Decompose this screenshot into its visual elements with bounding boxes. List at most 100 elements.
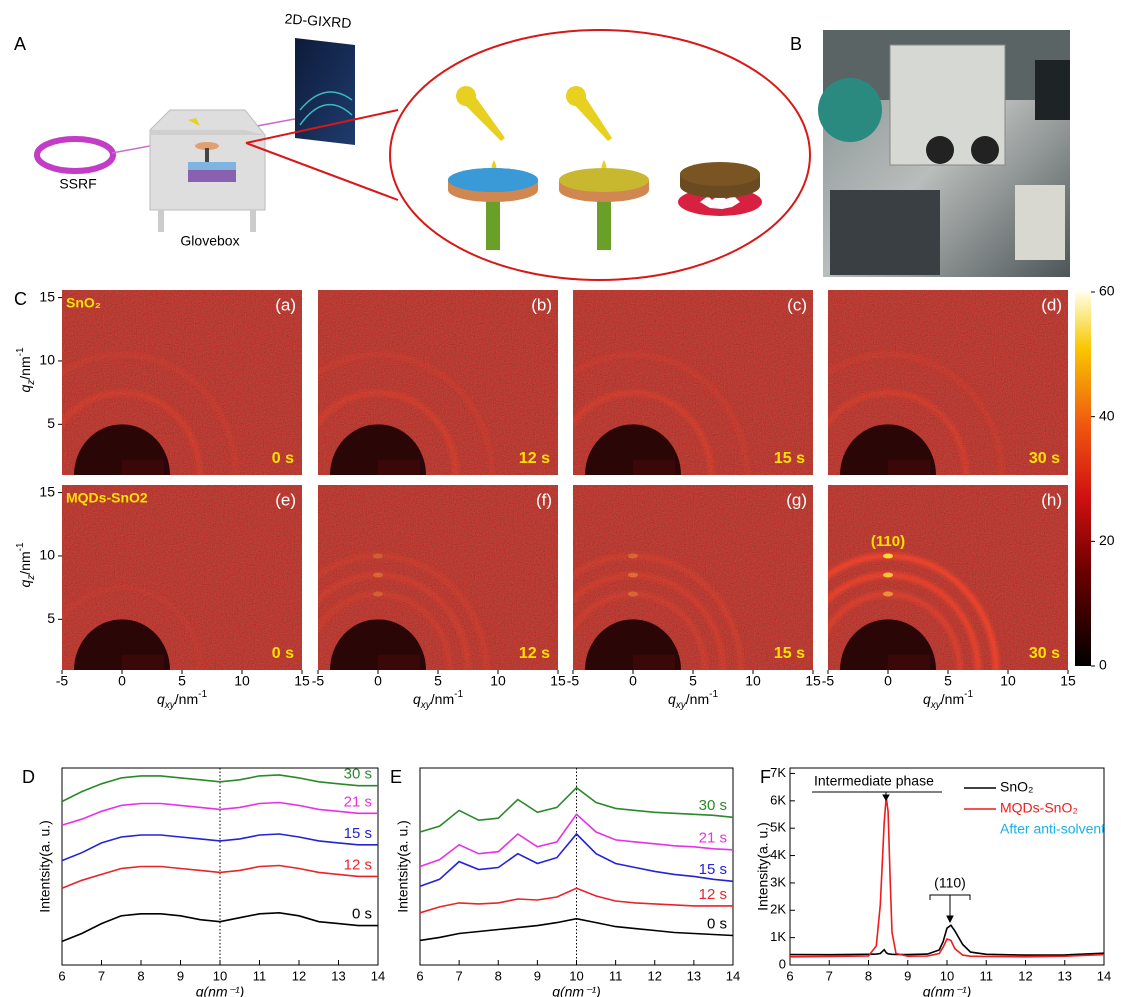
- panel-label: D: [22, 767, 35, 787]
- sample-label: MQDs-SnO2: [66, 490, 148, 506]
- axis-unit: /nm: [941, 691, 964, 707]
- x-tick-label: 9: [904, 968, 911, 983]
- panel-label: C: [14, 289, 27, 309]
- time-label: 0 s: [272, 645, 294, 662]
- page: A SSRF 2D-GIXRD Glovebox B C (a)0 s(b)12…: [0, 0, 1121, 997]
- x-tick-label: 13: [1058, 968, 1072, 983]
- x-tick-label: 5: [689, 673, 697, 689]
- axis-symbol: q: [157, 691, 165, 707]
- x-tick-label: 10: [745, 673, 761, 689]
- panel-index: (b): [531, 295, 552, 314]
- detector: [295, 38, 355, 145]
- panel-label: B: [790, 34, 802, 54]
- stage: [188, 170, 236, 182]
- photo: B: [790, 30, 1070, 277]
- axis-symbol: q: [17, 385, 33, 393]
- pipette-bulb: [456, 86, 476, 106]
- x-tick-label: 12: [648, 968, 662, 983]
- time-label: 12 s: [519, 450, 550, 467]
- annotation-arrow: [883, 792, 889, 800]
- x-tick-label: 0: [884, 673, 892, 689]
- x-tick-label: -5: [567, 673, 580, 689]
- axis-symbol: q: [923, 691, 931, 707]
- axis-label: qxy/nm-1: [157, 689, 207, 711]
- x-tick-label: 10: [213, 968, 227, 983]
- x-axis-label: q(nm⁻¹): [923, 984, 972, 997]
- peak-label: (110): [871, 533, 905, 550]
- panel-index: (d): [1041, 295, 1062, 314]
- glovebox-label: Glovebox: [180, 233, 239, 249]
- x-tick-label: 10: [490, 673, 506, 689]
- axis-superscript: -1: [15, 542, 26, 551]
- axis-label: qxy/nm-1: [923, 689, 973, 711]
- time-label: 0 s: [272, 450, 294, 467]
- colorbar-label: 40: [1099, 407, 1115, 423]
- x-tick-label: 0: [374, 673, 382, 689]
- y-tick-label: 2K: [770, 902, 786, 917]
- leg: [158, 210, 164, 232]
- time-label: 15 s: [774, 645, 805, 662]
- x-tick-label: 5: [944, 673, 952, 689]
- x-tick-label: 9: [534, 968, 541, 983]
- y-tick-label: 5: [47, 610, 55, 626]
- axis-label: qxy/nm-1: [413, 689, 463, 711]
- x-tick-label: 10: [569, 968, 583, 983]
- y-tick-label: 10: [39, 547, 55, 563]
- y-tick-label: 3K: [770, 874, 786, 889]
- series-label: 15 s: [344, 825, 372, 842]
- photo-detail: [818, 78, 882, 142]
- x-tick-label: 12: [1018, 968, 1032, 983]
- series-label: 12 s: [344, 856, 372, 873]
- x-tick-label: 11: [253, 968, 267, 983]
- x-tick-label: 11: [609, 968, 623, 983]
- schematic: A SSRF 2D-GIXRD Glovebox: [14, 10, 810, 280]
- source-label: SSRF: [59, 176, 96, 192]
- detector-label: 2D-GIXRD: [284, 10, 352, 31]
- axis-symbol: q: [17, 580, 33, 588]
- x-tick-label: -5: [56, 673, 69, 689]
- x-tick-label: -5: [822, 673, 835, 689]
- ring-spot: [883, 572, 893, 577]
- time-label: 12 s: [519, 645, 550, 662]
- ring-spot: [373, 572, 383, 577]
- photo-panel: [1035, 60, 1070, 120]
- series-label: 30 s: [699, 797, 727, 814]
- axis-label: qz/nm-1: [15, 542, 37, 587]
- y-tick-label: 5: [47, 415, 55, 431]
- axis-unit: /nm: [17, 356, 33, 379]
- plot-frame: [790, 768, 1104, 965]
- y-axis-label: Intentsity(a. u.): [37, 820, 53, 913]
- ring-spot: [628, 572, 638, 577]
- series-label: 0 s: [707, 915, 727, 932]
- axis-label: qz/nm-1: [15, 347, 37, 392]
- x-tick-label: 0: [629, 673, 637, 689]
- y-tick-label: 15: [39, 483, 55, 499]
- axis-symbol: q: [413, 691, 421, 707]
- substrate-top: [448, 168, 538, 192]
- panel-index: (c): [787, 295, 807, 314]
- x-tick-label: 15: [294, 673, 310, 689]
- y-axis-label: Intentsity(a. u.): [395, 820, 411, 913]
- x-tick-label: 0: [118, 673, 126, 689]
- x-tick-label: 7: [826, 968, 833, 983]
- x-tick-label: 14: [1097, 968, 1111, 983]
- photo-rack: [830, 190, 940, 275]
- pipette-bulb: [566, 86, 586, 106]
- x-tick-label: 5: [434, 673, 442, 689]
- figure: A SSRF 2D-GIXRD Glovebox B C (a)0 s(b)12…: [0, 0, 1121, 997]
- series-label: 30 s: [344, 766, 372, 783]
- x-tick-label: 6: [786, 968, 793, 983]
- sample-label: SnO₂: [66, 295, 101, 311]
- film-top: [680, 162, 760, 186]
- x-tick-label: 7: [98, 968, 105, 983]
- stem: [486, 195, 500, 250]
- colorbar-label: 0: [1099, 657, 1107, 673]
- x-tick-label: 6: [58, 968, 65, 983]
- annotation-arrow: [947, 895, 953, 922]
- colorbar: [1075, 292, 1091, 666]
- axis-superscript: -1: [964, 689, 973, 700]
- annotation: (110): [934, 875, 966, 891]
- y-axis-label: Intensity(a. u.): [755, 822, 771, 911]
- axis-superscript: -1: [15, 347, 26, 356]
- y-tick-label: 10: [39, 352, 55, 368]
